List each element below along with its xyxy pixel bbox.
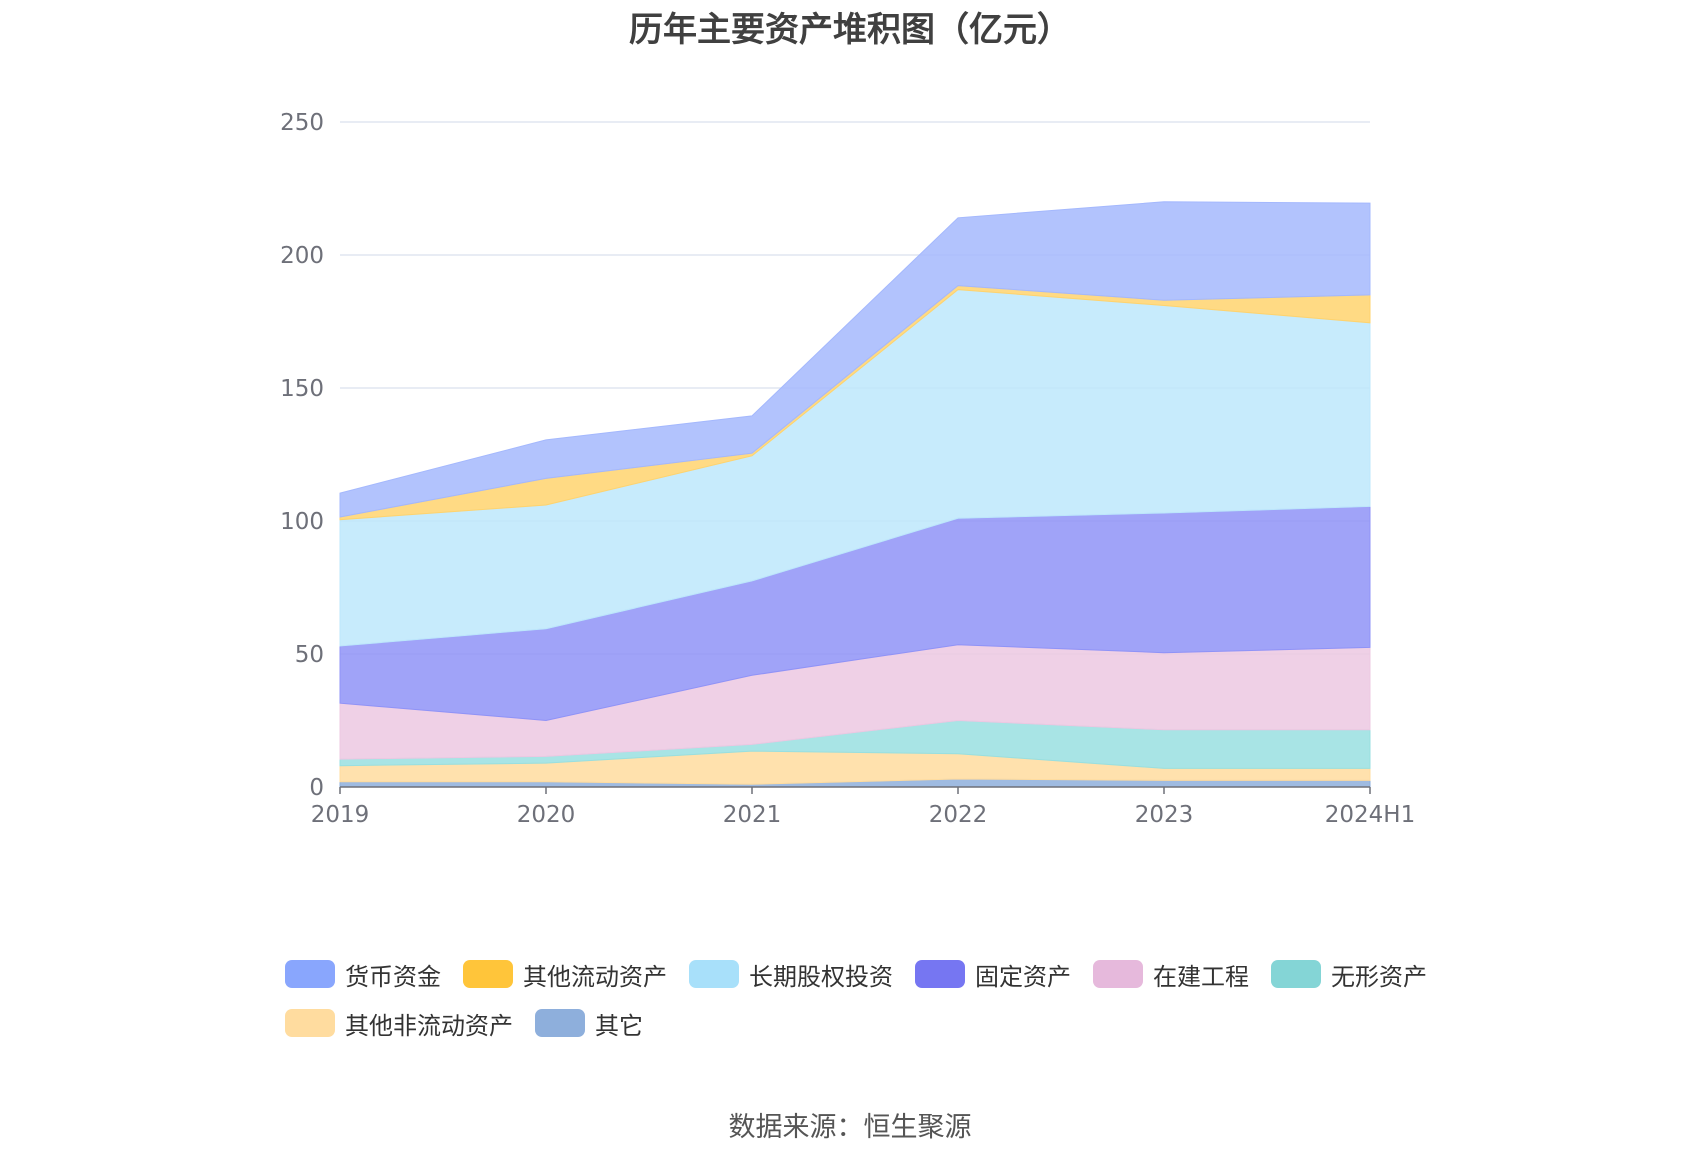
legend-item[interactable]: 其他非流动资产 (285, 1007, 513, 1040)
x-tick-label: 2024H1 (1325, 802, 1415, 828)
legend: 货币资金 其他流动资产 长期股权投资 固定资产 在建工程 无形资产其他非流动资产 其它 (285, 958, 1485, 1040)
legend-label: 其他非流动资产 (345, 1011, 513, 1040)
legend-swatch (463, 960, 513, 988)
legend-item[interactable]: 货币资金 (285, 958, 441, 991)
y-tick-label: 250 (280, 110, 324, 136)
legend-item[interactable]: 其他流动资产 (463, 958, 667, 991)
legend-swatch (1271, 960, 1321, 988)
legend-swatch (285, 960, 335, 988)
legend-swatch (535, 1009, 585, 1037)
x-tick-label: 2021 (723, 802, 782, 828)
area-series-8[interactable] (339, 201, 1371, 518)
legend-item[interactable]: 无形资产 (1271, 958, 1427, 991)
legend-label: 其他流动资产 (523, 962, 667, 991)
legend-item[interactable]: 在建工程 (1093, 958, 1249, 991)
legend-item[interactable]: 其它 (535, 1007, 643, 1040)
y-tick-label: 150 (280, 376, 324, 402)
legend-label: 货币资金 (345, 962, 441, 991)
y-tick-label: 0 (309, 775, 324, 801)
legend-label: 其它 (595, 1011, 643, 1040)
y-tick-label: 100 (280, 509, 324, 535)
x-tick-label: 2023 (1135, 802, 1194, 828)
chart-title: 历年主要资产堆积图（亿元） (629, 10, 1071, 50)
legend-swatch (689, 960, 739, 988)
legend-swatch (1093, 960, 1143, 988)
legend-label: 固定资产 (975, 962, 1071, 991)
stacked-area-chart: 0 50 100 150 200 250 2019 2020 2021 2022 2023 2024… (280, 110, 1416, 828)
legend-swatch (285, 1009, 335, 1037)
legend-item[interactable]: 长期股权投资 (689, 958, 893, 991)
x-axis (339, 786, 1371, 794)
y-tick-label: 50 (295, 642, 324, 668)
area-series-layer (339, 201, 1371, 788)
x-tick-label: 2020 (517, 802, 576, 828)
legend-label: 长期股权投资 (749, 962, 893, 991)
x-axis-tick-labels: 2019 2020 2021 2022 2023 2024H1 (311, 802, 1416, 828)
legend-label: 无形资产 (1331, 962, 1427, 991)
x-tick-label: 2019 (311, 802, 370, 828)
legend-label: 在建工程 (1153, 962, 1249, 991)
legend-swatch (915, 960, 965, 988)
legend-item[interactable]: 固定资产 (915, 958, 1071, 991)
y-tick-label: 200 (280, 243, 324, 269)
x-tick-label: 2022 (929, 802, 988, 828)
data-source-note: 数据来源：恒生聚源 (728, 1112, 972, 1143)
y-axis-tick-labels: 0 50 100 150 200 250 (280, 110, 324, 801)
